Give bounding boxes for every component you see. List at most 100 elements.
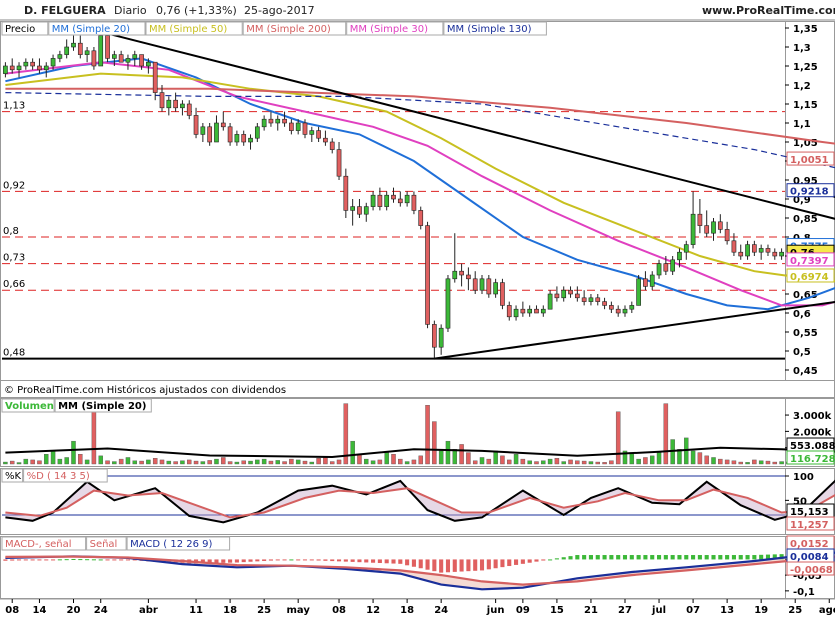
candle-body <box>186 103 192 116</box>
legend-box <box>1 536 87 551</box>
candle-body <box>677 251 682 261</box>
macd-histogram-bar <box>30 559 35 561</box>
macd-histogram-bar <box>275 559 280 561</box>
x-tick-label: jun <box>486 605 505 616</box>
candle-body <box>724 229 730 242</box>
macd-histogram-bar <box>697 555 702 560</box>
macd-histogram-bar <box>330 559 335 562</box>
macd-histogram-bar <box>405 559 410 566</box>
candle-body <box>112 54 117 59</box>
macd-y-tick-label: -0,1 <box>793 587 815 598</box>
candle-body <box>384 194 390 207</box>
volume-bar <box>459 444 464 465</box>
ticker-label: D. FELGUERA <box>24 4 106 17</box>
left-level-label: 0,48 <box>3 348 25 359</box>
price-badge <box>786 252 835 267</box>
volume-bar <box>234 461 240 465</box>
candle-body <box>540 308 546 314</box>
macd-histogram-bar <box>221 559 226 563</box>
x-tick-label: 21 <box>584 605 598 616</box>
panel-frame-stoch <box>0 468 835 535</box>
macd-histogram-bar <box>214 559 219 564</box>
volume-bar <box>180 460 185 465</box>
candle-body <box>200 126 206 135</box>
volume-bar <box>78 454 83 465</box>
volume-bar <box>704 455 709 465</box>
volume-bar <box>200 461 206 465</box>
candle-body <box>173 99 178 109</box>
legend-box <box>1 21 49 36</box>
candle-body <box>316 130 321 139</box>
macd-histogram-bar <box>684 555 689 560</box>
volume-bar <box>418 455 423 465</box>
candle-body <box>23 61 29 67</box>
volume-bar <box>323 457 328 465</box>
volume-bar <box>731 460 737 465</box>
macd-histogram-bar <box>500 559 505 568</box>
volume-bar <box>112 461 117 465</box>
candle-body <box>166 99 172 109</box>
macd-histogram-bar <box>268 559 273 561</box>
candle-body <box>146 61 151 67</box>
price-y-tick-label: 0,55 <box>793 328 818 339</box>
volume-bar <box>404 461 410 465</box>
macd-histogram-bar <box>745 555 750 560</box>
candle-body <box>609 305 614 310</box>
volume-bar <box>57 458 63 465</box>
candle-body <box>132 54 138 59</box>
legend-box <box>126 536 231 551</box>
macd-histogram-bar <box>725 555 730 560</box>
candle-body <box>479 278 485 291</box>
price-y-tick-label: 1,35 <box>793 24 818 35</box>
macd-histogram-bar <box>78 559 83 561</box>
macd-histogram-bar <box>85 559 90 561</box>
volume-bar <box>336 459 342 465</box>
macd-histogram-bar <box>622 555 628 560</box>
candle-body <box>71 42 76 48</box>
macd-histogram-bar <box>452 559 457 572</box>
volume-bar <box>690 450 696 465</box>
macd-histogram-bar <box>350 559 355 562</box>
candle-body <box>275 118 281 124</box>
volume-bar <box>745 462 750 465</box>
volume-bar <box>295 459 301 465</box>
volume-bar <box>214 458 219 465</box>
macd-histogram-bar <box>439 559 444 573</box>
volume-badge-label: 553.088 <box>790 441 835 452</box>
volume-legend-item: MM (Simple 20) <box>58 401 146 412</box>
legend-box <box>23 468 108 483</box>
candle-body <box>581 297 587 302</box>
macd-histogram-bar <box>255 559 260 562</box>
candle-body <box>50 58 56 67</box>
candle-body <box>159 92 165 109</box>
volume-bar <box>44 454 49 465</box>
volume-bar <box>609 460 614 465</box>
candle-body <box>261 118 267 128</box>
candle-body <box>527 308 533 314</box>
volume-bar <box>98 455 103 465</box>
macd-histogram-bar <box>568 556 573 560</box>
candle-body <box>622 308 628 314</box>
legend-box <box>86 536 127 551</box>
legend-box <box>145 21 243 36</box>
moving-average-line <box>5 87 835 145</box>
x-tick-label: 27 <box>618 605 632 616</box>
date-label: 25-ago-2017 <box>244 4 315 17</box>
volume-bar <box>649 455 655 465</box>
volume-y-tick-label: 3.000k <box>793 411 832 422</box>
candle-body <box>772 251 778 257</box>
candle-body <box>105 35 110 59</box>
candle-body <box>343 175 349 211</box>
macd-histogram-bar <box>595 555 600 560</box>
macd-histogram-bar <box>371 559 376 563</box>
volume-bar <box>152 458 158 465</box>
candle-body <box>125 58 131 63</box>
price-y-tick-label: 1,15 <box>793 100 818 111</box>
x-tick-label: 15 <box>550 605 564 616</box>
macd-histogram-bar <box>772 554 777 560</box>
volume-bar <box>364 458 369 465</box>
macd-histogram-bar <box>466 559 471 572</box>
macd-histogram-bar <box>520 559 525 564</box>
quote-label: 0,76 (+1,33%) <box>156 4 237 17</box>
volume-bar <box>500 455 505 465</box>
